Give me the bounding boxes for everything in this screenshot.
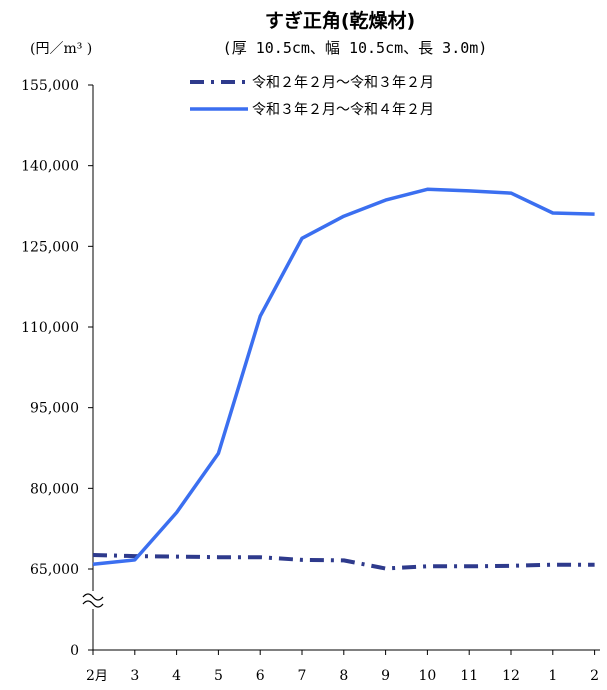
series-line-1 [92, 553, 595, 571]
y-axis-ticks: 0 65,000 80,000 95,000 110,000 125,000 140,000… [21, 78, 93, 659]
x-tick-label: 3 [130, 668, 139, 684]
x-tick-label: 1 [548, 668, 557, 684]
legend-label-2: 令和３年２月～令和４年２月 [252, 102, 434, 118]
x-tick-suffix: 月 [95, 669, 108, 684]
y-tick-label: 80,000 [30, 481, 79, 497]
x-tick-label: 10 [418, 668, 436, 684]
x-tick-label: 5 [214, 668, 223, 684]
x-tick-label: 11 [460, 668, 478, 684]
axis-break-wave [82, 600, 104, 608]
y-tick-label: 65,000 [30, 562, 79, 578]
x-tick-label: 6 [256, 668, 265, 684]
y-tick-label: 110,000 [21, 320, 79, 336]
x-tick-label: 8 [339, 668, 348, 684]
y-tick-label: 0 [70, 643, 79, 659]
axis-break-icon [82, 591, 104, 609]
legend-label-1: 令和２年２月～令和３年２月 [252, 75, 434, 91]
x-tick-label: 2月 [86, 668, 108, 684]
axes [92, 85, 600, 651]
series-lines [92, 187, 595, 571]
x-tick-label: 9 [381, 668, 390, 684]
y-tick-label: 140,000 [21, 159, 79, 175]
y-tick-label: 95,000 [30, 401, 79, 417]
x-tick-label: 2 [590, 668, 599, 684]
series-line-2 [92, 187, 595, 566]
x-tick-label: 4 [172, 668, 181, 684]
axis-break-gap [83, 591, 103, 609]
x-tick-label: 7 [298, 668, 307, 684]
x-axis-ticks: 2月 3 4 5 6 7 8 9 10 11 12 1 2 [86, 650, 599, 684]
chart-subtitle: (厚 10.5cm、幅 10.5cm、長 3.0m) [223, 39, 488, 57]
chart-title: すぎ正角(乾燥材) [265, 9, 415, 32]
axis-break-wave [82, 593, 104, 601]
y-axis-unit: (円／m³ ) [30, 41, 92, 57]
y-tick-label: 125,000 [21, 239, 79, 255]
y-tick-label: 155,000 [21, 78, 79, 94]
x-tick-label: 12 [502, 668, 520, 684]
